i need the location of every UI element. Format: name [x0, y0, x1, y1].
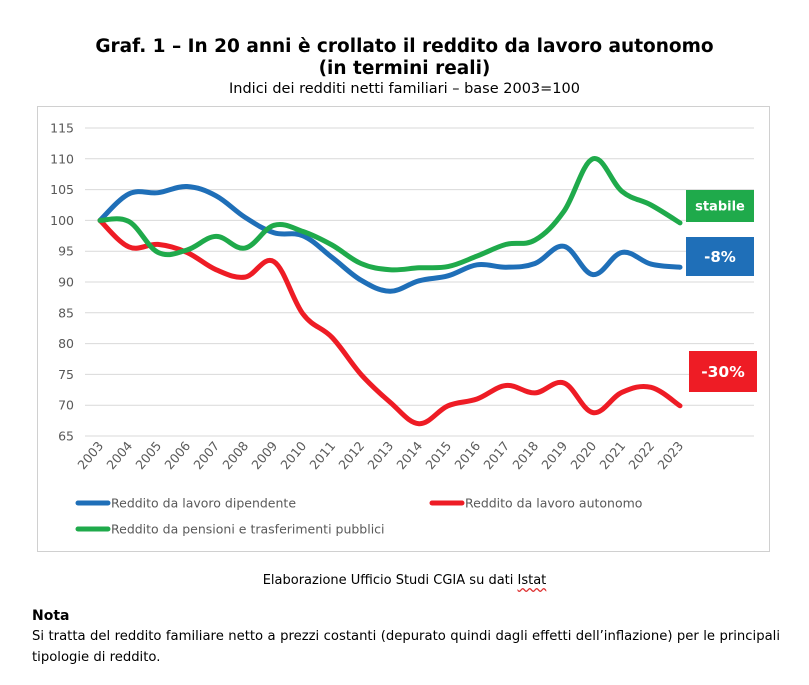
- y-tick-label: 80: [58, 336, 74, 351]
- badge-box: [689, 351, 757, 392]
- x-tick-label: 2010: [277, 438, 309, 472]
- legend-label: Reddito da pensioni e trasferimenti pubb…: [111, 522, 385, 537]
- x-tick-label: 2012: [335, 438, 367, 472]
- chart-frame: [37, 106, 770, 552]
- x-tick-label: 2004: [103, 438, 135, 472]
- y-tick-label: 70: [58, 398, 74, 413]
- y-tick-label: 85: [58, 305, 74, 320]
- y-tick-label: 115: [50, 121, 74, 136]
- source-note: Elaborazione Ufficio Studi CGIA su dati …: [0, 573, 809, 588]
- y-tick-label: 100: [50, 213, 74, 228]
- y-tick-label: 65: [58, 429, 74, 444]
- x-tick-label: 2008: [219, 438, 251, 472]
- legend-label: Reddito da lavoro dipendente: [111, 496, 296, 511]
- badge-box: [686, 190, 754, 222]
- y-tick-label: 110: [50, 151, 74, 166]
- series-line-pensioni: [97, 156, 683, 273]
- title-line-2: (in termini reali): [318, 58, 491, 79]
- nota-title: Nota: [32, 608, 70, 624]
- x-tick-label: 2022: [625, 438, 657, 472]
- chart-subtitle: Indici dei redditi netti familiari – bas…: [229, 81, 580, 97]
- badge-label: -8%: [704, 248, 736, 266]
- x-tick-label: 2003: [74, 438, 106, 472]
- x-tick-label: 2016: [451, 438, 483, 472]
- y-tick-label: 75: [58, 367, 74, 382]
- x-tick-label: 2023: [654, 438, 686, 472]
- x-tick-label: 2014: [393, 438, 425, 472]
- line-chart: 6570758085909510010511011520032004200520…: [50, 121, 757, 537]
- x-tick-label: 2019: [538, 438, 570, 472]
- badge-label: stabile: [695, 200, 745, 215]
- title-line-1: Graf. 1 – In 20 anni è crollato il reddi…: [95, 36, 714, 57]
- x-tick-label: 2013: [364, 438, 396, 472]
- y-tick-label: 95: [58, 244, 74, 259]
- x-tick-label: 2015: [422, 438, 454, 472]
- source-text: Elaborazione Ufficio Studi CGIA su dati: [262, 573, 518, 588]
- x-tick-label: 2009: [248, 438, 280, 472]
- y-tick-label: 90: [58, 275, 74, 290]
- x-tick-label: 2006: [161, 438, 193, 472]
- badge-box: [686, 237, 754, 276]
- legend-label: Reddito da lavoro autonomo: [465, 496, 642, 511]
- x-tick-label: 2007: [190, 438, 222, 472]
- x-tick-label: 2017: [480, 438, 512, 472]
- badge-label: -30%: [701, 363, 745, 381]
- x-tick-label: 2020: [567, 438, 599, 472]
- x-tick-label: 2021: [596, 438, 628, 472]
- series-line-autonomo: [97, 217, 683, 427]
- series-line-dipendente: [97, 183, 683, 294]
- chart-title: Graf. 1 – In 20 anni è crollato il reddi…: [0, 36, 809, 80]
- x-tick-label: 2005: [132, 438, 164, 472]
- x-tick-label: 2011: [306, 438, 338, 472]
- nota-text: Si tratta del reddito familiare netto a …: [32, 629, 780, 665]
- x-tick-label: 2018: [509, 438, 541, 472]
- y-tick-label: 105: [50, 182, 74, 197]
- source-istat: Istat: [517, 573, 547, 588]
